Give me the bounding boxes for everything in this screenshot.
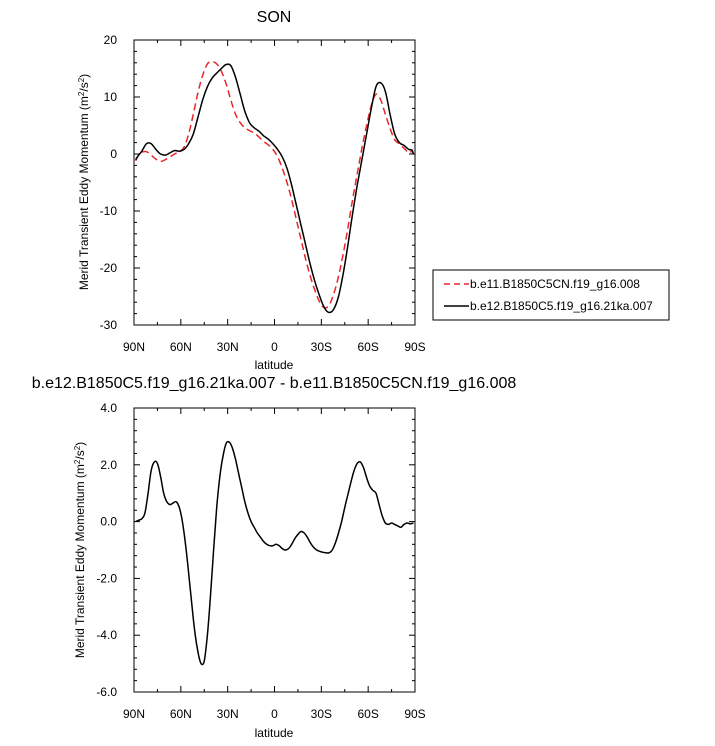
bottom-series-line-1: [135, 440, 414, 666]
top-y-tick-labels: -30 -20 -10 0 10 20: [100, 33, 118, 332]
bottom-x-tick-label: 30S: [311, 707, 332, 721]
bottom-x-axis-label: latitude: [255, 726, 294, 740]
top-y-tick-label: 20: [104, 33, 118, 47]
legend-label-series-1: b.e11.B1850C5CN.f19_g16.008: [470, 277, 640, 291]
top-x-tick-label: 90N: [123, 340, 145, 354]
bottom-x-tick-label: 90N: [123, 707, 145, 721]
top-chart-ticks: [133, 39, 416, 326]
top-x-tick-label: 60N: [170, 340, 192, 354]
bottom-chart-series: [135, 440, 414, 666]
top-x-tick-label: 30N: [217, 340, 239, 354]
bottom-y-tick-label: -6.0: [96, 685, 117, 699]
top-x-tick-label: 30S: [311, 340, 332, 354]
top-x-tick-label: 60S: [357, 340, 378, 354]
bottom-x-tick-label: 90S: [404, 707, 425, 721]
top-plot-frame: [133, 39, 416, 326]
legend-box: [432, 269, 670, 321]
bottom-chart: b.e12.B1850C5.f19_g16.21ka.007 - b.e11.B…: [32, 375, 517, 740]
bottom-chart-ticks: [133, 407, 416, 693]
bottom-x-tick-label: 60N: [170, 707, 192, 721]
top-y-tick-label: 10: [104, 90, 118, 104]
bottom-chart-title: b.e12.B1850C5.f19_g16.21ka.007 - b.e11.B…: [32, 375, 517, 392]
bottom-y-axis-label: Merid Transient Eddy Momentum (m2/s2): [73, 442, 87, 658]
bottom-y-tick-label: 2.0: [100, 458, 117, 472]
top-series-line-1: [134, 60, 415, 309]
top-y-tick-label: -10: [100, 204, 118, 218]
legend-label-series-2: b.e12.B1850C5.f19_g16.21ka.007: [470, 299, 653, 313]
bottom-y-tick-label: -4.0: [96, 628, 117, 642]
bottom-x-tick-label: 0: [271, 707, 278, 721]
top-y-tick-label: 0: [110, 147, 117, 161]
bottom-x-tick-label: 60S: [357, 707, 378, 721]
bottom-x-tick-labels: 90N 60N 30N 0 30S 60S 90S: [123, 707, 426, 721]
top-x-tick-label: 90S: [404, 340, 425, 354]
top-chart-series: [134, 60, 415, 314]
bottom-x-tick-label: 30N: [217, 707, 239, 721]
bottom-y-tick-label: -2.0: [96, 571, 117, 585]
legend: b.e11.B1850C5CN.f19_g16.008 b.e12.B1850C…: [432, 269, 670, 321]
top-y-tick-label: -30: [100, 318, 118, 332]
top-x-tick-labels: 90N 60N 30N 0 30S 60S 90S: [123, 340, 426, 354]
bottom-plot-frame: [133, 407, 416, 693]
top-x-axis-label: latitude: [255, 358, 294, 372]
top-x-tick-label: 0: [271, 340, 278, 354]
top-chart: SON 90N 60N 30N 0 30S 60S 90S -30 -20 -10 0 10 20 l…: [77, 9, 670, 372]
top-chart-title: SON: [257, 9, 292, 26]
top-y-axis-label: Merid Transient Eddy Momentum (m2/s2): [77, 74, 91, 290]
top-y-tick-label: -20: [100, 261, 118, 275]
top-series-line-2: [134, 63, 415, 314]
bottom-y-tick-label: 4.0: [100, 401, 117, 415]
bottom-y-tick-labels: -6.0 -4.0 -2.0 0.0 2.0 4.0: [96, 401, 117, 699]
bottom-y-tick-label: 0.0: [100, 515, 117, 529]
